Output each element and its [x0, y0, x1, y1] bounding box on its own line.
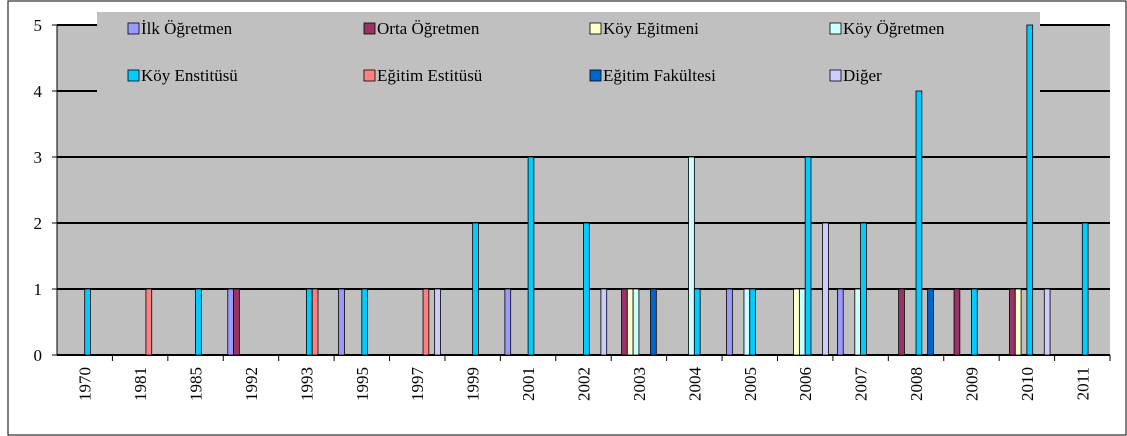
- legend-label: Köy Eğitmeni: [603, 19, 699, 38]
- bar: [600, 288, 608, 356]
- x-tick-label: 1985: [187, 367, 206, 401]
- legend-label: Orta Öğretmen: [377, 19, 480, 38]
- x-tick-label: 2002: [575, 367, 594, 401]
- legend-swatch: [127, 69, 140, 82]
- x-tick-label: 2008: [907, 367, 926, 401]
- bar: [749, 288, 756, 356]
- bar: [1026, 24, 1034, 356]
- x-tick-label: 2006: [796, 367, 815, 401]
- x-tick-label: 2009: [962, 367, 981, 401]
- bar: [743, 288, 751, 356]
- bar: [1009, 288, 1016, 356]
- x-tick-label: 1992: [242, 367, 261, 401]
- legend-label: Köy Enstitüsü: [141, 66, 238, 85]
- bar: [338, 288, 345, 356]
- y-tick-label: 3: [34, 148, 43, 167]
- x-tick-label: 2001: [519, 367, 538, 401]
- legend-swatch: [829, 69, 842, 82]
- legend-swatch: [589, 69, 602, 82]
- bar: [927, 288, 934, 356]
- y-tick-label: 2: [34, 214, 43, 233]
- bar: [726, 288, 733, 356]
- bar: [953, 288, 961, 356]
- legend: [97, 12, 1040, 98]
- bar: [693, 288, 701, 356]
- bar: [650, 288, 657, 356]
- x-tick-label: 1997: [408, 367, 427, 402]
- y-tick-label: 4: [34, 82, 43, 101]
- legend-label: Eğitim Estitüsü: [377, 66, 483, 85]
- x-tick-label: 2011: [1073, 367, 1092, 400]
- y-tick-label: 5: [34, 16, 43, 35]
- legend-swatch: [127, 22, 140, 35]
- bar: [1081, 222, 1089, 356]
- bar: [1014, 288, 1022, 356]
- x-tick-label: 1970: [76, 367, 95, 401]
- x-tick-label: 1993: [297, 367, 316, 401]
- bar: [915, 90, 923, 356]
- x-tick-label: 2005: [741, 367, 760, 401]
- bar: [527, 156, 535, 356]
- bar: [793, 288, 800, 356]
- legend-label: İlk Öğretmen: [141, 19, 233, 38]
- bar: [971, 288, 978, 356]
- bar: [583, 222, 590, 356]
- bar: [361, 288, 369, 356]
- legend-label: Diğer: [843, 66, 882, 85]
- bar: [504, 288, 512, 356]
- bar: [305, 288, 313, 356]
- bar: [854, 288, 862, 356]
- x-tick-label: 2003: [630, 367, 649, 401]
- bar: [688, 156, 695, 356]
- x-tick-label: 1999: [464, 367, 483, 401]
- x-tick-label: 2010: [1018, 367, 1037, 401]
- y-tick-label: 0: [34, 346, 43, 365]
- y-tick-label: 1: [34, 280, 43, 299]
- bar: [472, 222, 479, 356]
- bar: [898, 288, 905, 356]
- bar: [422, 288, 430, 356]
- bar: [434, 288, 441, 356]
- bar: [311, 288, 319, 356]
- bar: [626, 288, 634, 356]
- bar: [233, 288, 240, 356]
- bar: [621, 288, 628, 356]
- bar: [837, 288, 844, 356]
- bar: [632, 288, 640, 356]
- legend-swatch: [363, 69, 376, 82]
- bar: [145, 288, 153, 356]
- bar: [804, 156, 812, 356]
- legend-swatch: [589, 22, 602, 35]
- bar: [860, 222, 867, 356]
- x-tick-label: 1981: [131, 367, 150, 401]
- bar: [227, 288, 234, 356]
- bar: [84, 288, 91, 356]
- legend-label: Eğitim Fakültesi: [603, 66, 716, 85]
- bar: [822, 222, 829, 356]
- bar: [195, 288, 202, 356]
- frame: [7, 0, 1127, 436]
- x-tick-label: 1995: [353, 367, 372, 401]
- x-tick-label: 2004: [685, 367, 704, 402]
- legend-label: Köy Öğretmen: [843, 19, 945, 38]
- x-tick-label: 2007: [852, 367, 871, 402]
- legend-swatch: [829, 22, 842, 35]
- legend-swatch: [363, 22, 376, 35]
- bar: [1043, 288, 1051, 356]
- bar: [798, 288, 806, 356]
